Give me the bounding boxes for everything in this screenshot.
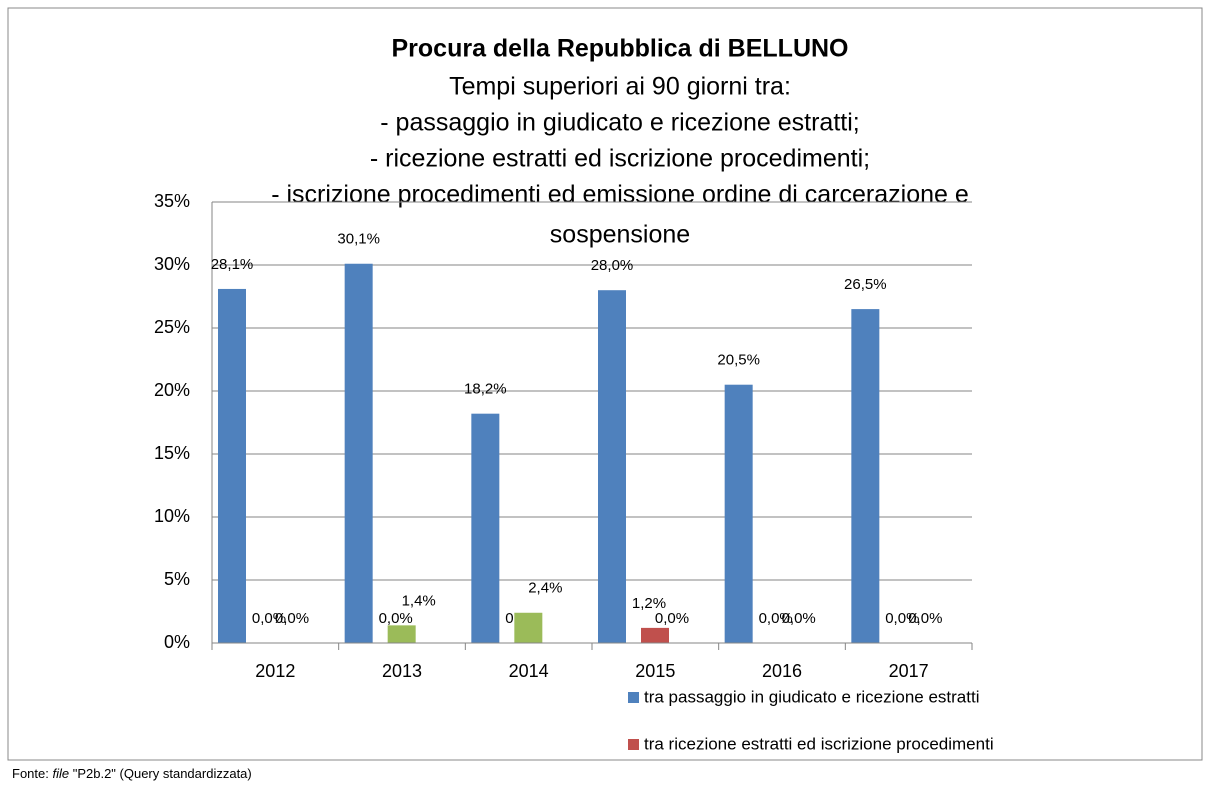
data-label: 0,0% [252,610,286,627]
x-tick-label: 2016 [762,661,802,681]
legend-swatch [628,692,639,703]
bar [851,309,880,643]
y-tick-label: 10% [154,506,190,526]
bar [387,625,416,643]
data-label: 0,0% [908,610,942,627]
bar [598,290,626,643]
bar [641,627,669,643]
legend-swatch [628,739,639,750]
data-label: 18,2% [464,381,507,398]
y-tick-label: 0% [164,632,190,652]
y-tick-label: 35% [154,191,190,211]
bar [514,612,543,643]
data-label: 0,0% [782,610,816,627]
chart-subtitle: - iscrizione procedimenti ed emissione o… [271,181,969,209]
x-tick-label: 2017 [889,661,929,681]
data-label: 26,5% [844,276,887,293]
chart-subtitle: - ricezione estratti ed iscrizione proce… [370,145,870,173]
bar [344,263,373,643]
data-label: 1,4% [402,592,436,609]
data-label: 28,0% [591,257,634,274]
x-tick-label: 2015 [635,661,675,681]
y-tick-label: 5% [164,569,190,589]
data-label: 0,0% [885,610,919,627]
data-label: 1,2% [632,595,666,612]
chart-subtitle: - passaggio in giudicato e ricezione est… [380,109,859,137]
frame [7,7,1203,761]
bar [724,384,753,643]
y-tick-label: 15% [154,443,190,463]
y-tick-label: 30% [154,254,190,274]
data-label: 0,0% [759,610,793,627]
bar [471,413,500,643]
legend-label: tra passaggio in giudicato e ricezione e… [644,687,979,706]
data-label: 28,1% [211,256,254,273]
x-tick-label: 2012 [255,661,295,681]
data-label: 20,5% [717,352,760,369]
chart-subtitle: sospensione [550,221,690,249]
bar [218,288,246,643]
y-tick-label: 25% [154,317,190,337]
data-label: 0,0% [379,610,413,627]
x-tick-label: 2013 [382,661,422,681]
x-tick-label: 2014 [509,661,549,681]
y-tick-label: 20% [154,380,190,400]
data-label: 2,4% [528,580,562,597]
legend-label: tra ricezione estratti ed iscrizione pro… [644,734,994,753]
chart-title: Procura della Repubblica di BELLUNO [391,35,848,63]
data-label: 0,0% [275,610,309,627]
data-label: 0,0% [655,610,689,627]
source: Fonte: file "P2b.2" (Query standardizzat… [12,766,252,781]
data-label: 30,1% [337,231,380,248]
chart-subtitle: Tempi superiori ai 90 giorni tra: [449,73,791,101]
